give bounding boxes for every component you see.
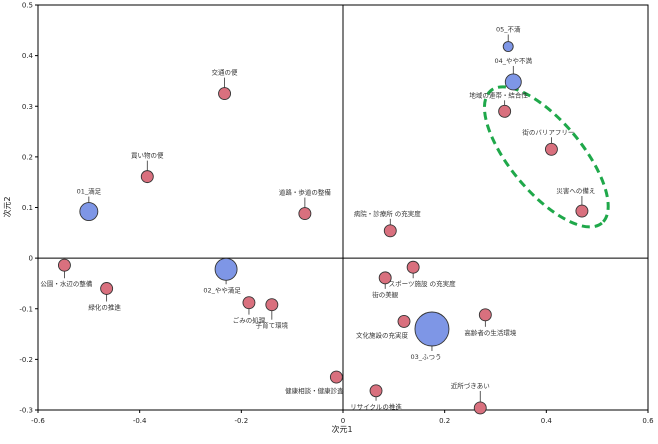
item-point-label: 地域の連帯・結合性 — [469, 90, 528, 99]
item-point-marker — [140, 170, 154, 184]
x-axis-label: 次元1 — [331, 424, 352, 434]
item-point-label: リサイクルの推進 — [350, 402, 402, 411]
item-point-label: 公園・水辺の整備 — [40, 279, 93, 288]
point-labels: 交通の便買い物の便道路・歩道の整備公園・水辺の整備緑化の推進ごみの処理子育て環境… — [40, 26, 595, 411]
item-point-label: 街の美観 — [372, 290, 399, 299]
y-tick-label: -0.2 — [19, 356, 33, 364]
highlight-ellipse — [482, 85, 610, 229]
x-tick-label: -0.2 — [234, 417, 248, 425]
item-point-label: 文化施設の充実度 — [356, 330, 409, 339]
y-tick-label: 0.2 — [22, 153, 33, 161]
item-point-label: 街のバリアフリー — [522, 127, 574, 136]
item-point-marker — [378, 271, 392, 285]
y-tick-label: 0 — [29, 255, 33, 263]
x-tick-label: 0 — [341, 417, 345, 425]
item-point-label: 健康相談・健康診査 — [285, 386, 344, 395]
satisfaction-point-label: 01_満足 — [77, 188, 102, 196]
y-tick-label: 0.5 — [22, 2, 33, 10]
x-tick-label: -0.4 — [133, 417, 147, 425]
item-point-marker — [473, 401, 487, 415]
satisfaction-point-marker — [502, 41, 514, 52]
item-point-marker — [242, 296, 256, 310]
item-point-label: 近所づきあい — [451, 381, 490, 390]
x-tick-label: 0.2 — [439, 417, 450, 425]
item-point-label: スポーツ施設 の充実度 — [389, 279, 456, 288]
y-tick-label: -0.1 — [19, 305, 33, 313]
item-point-label: 交通の便 — [212, 68, 239, 77]
satisfaction-point-label: 02_やや満足 — [203, 286, 241, 294]
satisfaction-point-marker — [504, 73, 522, 91]
satisfaction-point-marker — [214, 257, 238, 281]
item-point-marker — [498, 104, 512, 118]
label-leaders — [64, 34, 583, 402]
item-point-marker — [100, 282, 114, 295]
satisfaction-point-marker — [79, 202, 99, 222]
item-point-marker — [383, 224, 397, 238]
y-tick-label: 0.1 — [22, 204, 33, 212]
highlight-ellipse-group — [482, 85, 610, 229]
y-tick-label: 0.4 — [22, 52, 34, 60]
item-point-marker — [57, 258, 71, 272]
y-axis-label: 次元2 — [2, 196, 12, 217]
item-point-marker — [544, 142, 558, 156]
item-point-marker — [397, 314, 411, 328]
item-point-label: 道路・歩道の整備 — [279, 188, 332, 197]
x-tick-label: 0.4 — [541, 417, 553, 425]
satisfaction-point-label: 04_やや不満 — [495, 57, 533, 65]
satisfaction-point-label: 03_ふつう — [410, 353, 441, 361]
axis-ticks: -0.6 -0.4 -0.2 0 0.2 0.4 0.6 -0.3 -0.2 -0.1 0 0.1 0.… — [19, 2, 654, 426]
x-tick-label: -0.6 — [31, 417, 45, 425]
plot-frame — [37, 4, 649, 411]
data-points — [57, 41, 589, 415]
item-point-marker — [298, 207, 312, 221]
y-tick-label: 0.3 — [22, 103, 33, 111]
item-point-label: 高齢者の生活環境 — [464, 328, 517, 337]
satisfaction-point-label: 05_不満 — [496, 26, 521, 34]
item-point-label: 災害への備え — [556, 186, 595, 195]
y-tick-label: -0.3 — [19, 407, 33, 415]
item-point-label: 緑化の推進 — [88, 303, 121, 312]
satisfaction-point-marker — [414, 311, 450, 347]
item-point-marker — [329, 370, 343, 384]
item-point-label: 子育て環境 — [256, 321, 289, 330]
x-tick-label: 0.6 — [642, 417, 654, 425]
item-point-marker — [478, 308, 492, 322]
item-point-label: ごみの処理 — [233, 316, 266, 325]
item-point-marker — [575, 204, 589, 218]
item-point-label: 病院・診療所 の充実度 — [354, 209, 422, 218]
item-point-marker — [406, 260, 420, 274]
item-point-marker — [369, 384, 383, 398]
item-point-label: 買い物の便 — [131, 151, 164, 160]
item-point-marker — [265, 298, 279, 312]
item-point-marker — [218, 87, 232, 101]
